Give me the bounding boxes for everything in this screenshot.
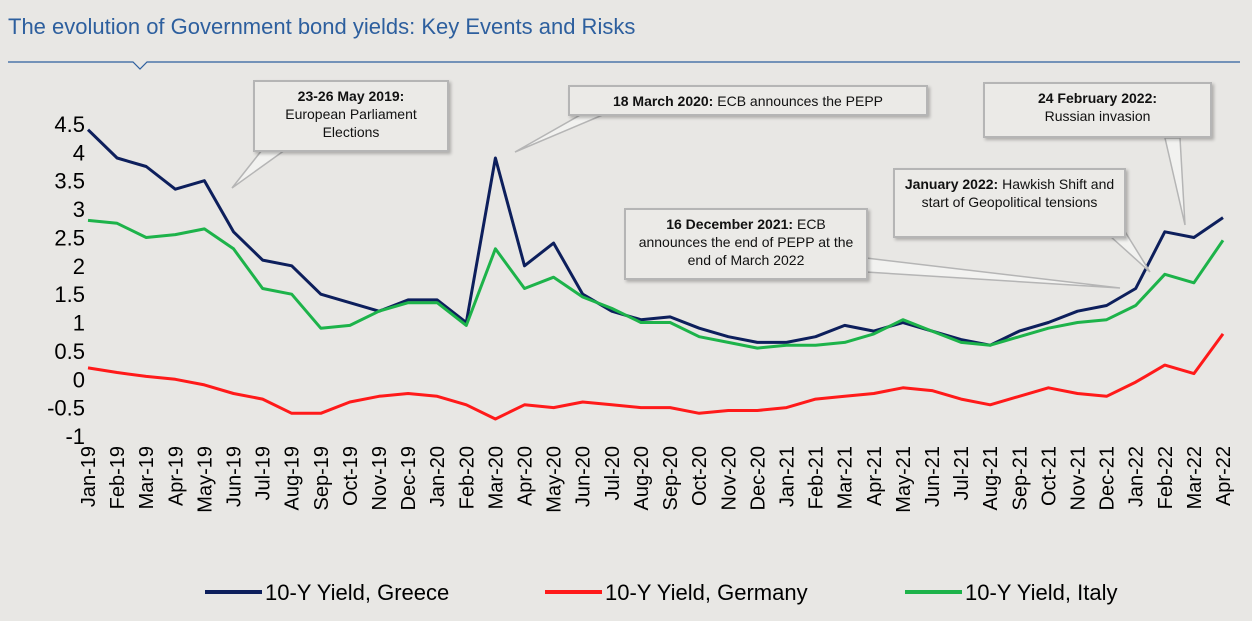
annotation-text: ECB announces the PEPP <box>717 93 884 109</box>
x-tick-label: Oct-21 <box>1038 446 1060 506</box>
x-tick-label: Jul-20 <box>602 446 624 500</box>
x-tick-label: Nov-20 <box>718 446 740 510</box>
x-tick-label: Dec-20 <box>747 446 769 510</box>
annotation-text: ECB announces the end of PEPP at the end… <box>638 216 854 268</box>
x-tick-label: Jan-19 <box>78 446 100 507</box>
annotation-bold: 18 March 2020: <box>612 93 714 109</box>
x-tick-label: Jun-21 <box>922 446 944 507</box>
pointer <box>231 149 288 189</box>
x-tick-label: Sep-19 <box>311 446 333 511</box>
pointer <box>514 113 606 153</box>
pointer <box>865 257 1121 289</box>
y-tick-label: 2.5 <box>54 225 85 250</box>
x-tick-label: Feb-20 <box>456 446 478 509</box>
annotation-text: Hawkish Shift and start of Geopolitical … <box>921 176 1115 210</box>
annotation-bold: January 2022: <box>904 176 999 192</box>
x-tick-label: Feb-22 <box>1155 446 1177 509</box>
x-tick-label: May-21 <box>893 446 915 513</box>
annotation: 23-26 May 2019: European Parliament Elect… <box>253 80 449 152</box>
x-tick-label: Nov-19 <box>369 446 391 510</box>
y-tick-label: 1 <box>73 311 85 336</box>
legend-label: 10-Y Yield, Greece <box>265 580 449 605</box>
x-tick-label: Mar-21 <box>835 446 857 509</box>
annotation-text: Russian invasion <box>1044 108 1151 124</box>
chart-title: The evolution of Government bond yields:… <box>8 14 636 39</box>
annotation: 16 December 2021: ECB announces the end … <box>624 208 868 280</box>
x-tick-label: Aug-21 <box>980 446 1002 511</box>
x-tick-label: Apr-19 <box>165 446 187 506</box>
x-tick-label: Aug-20 <box>631 446 653 511</box>
annotation: January 2022: Hawkish Shift and start of… <box>893 168 1126 238</box>
x-tick-label: Oct-19 <box>340 446 362 506</box>
x-tick-label: Jun-19 <box>224 446 246 507</box>
y-tick-label: 3.5 <box>54 169 85 194</box>
y-tick-label: 2 <box>73 254 85 279</box>
callout-pointers <box>231 113 1186 289</box>
y-tick-label: 3 <box>73 197 85 222</box>
annotation-bold: 16 December 2021: <box>666 216 794 232</box>
x-tick-label: Apr-21 <box>864 446 886 506</box>
x-tick-label: Jan-22 <box>1126 446 1148 507</box>
x-tick-label: Dec-19 <box>398 446 420 510</box>
y-tick-label: 0.5 <box>54 339 85 364</box>
x-tick-label: Sep-20 <box>660 446 682 511</box>
x-tick-label: Apr-20 <box>515 446 537 506</box>
y-tick-label: -0.5 <box>47 396 85 421</box>
x-tick-label: Oct-20 <box>689 446 711 506</box>
x-tick-label: Aug-19 <box>282 446 304 511</box>
x-tick-label: Jul-19 <box>253 446 275 500</box>
y-tick-label: 1.5 <box>54 282 85 307</box>
x-tick-label: Sep-21 <box>1009 446 1031 511</box>
series-line <box>87 333 1225 421</box>
annotation: 18 March 2020: ECB announces the PEPP <box>568 85 928 116</box>
x-tick-label: May-19 <box>194 446 216 513</box>
series-line <box>86 128 1224 347</box>
x-tick-label: Apr-22 <box>1213 446 1235 506</box>
annotation-text: European Parliament Elections <box>285 106 417 140</box>
y-tick-label: 0 <box>73 367 85 392</box>
series-line <box>87 218 1225 350</box>
x-tick-label: Mar-22 <box>1184 446 1206 509</box>
annotation: 24 February 2022: Russian invasion <box>983 82 1212 138</box>
y-tick-label: 4.5 <box>54 112 85 137</box>
x-tick-label: Feb-19 <box>107 446 129 509</box>
x-tick-label: Mar-20 <box>485 446 507 509</box>
x-tick-label: Jan-21 <box>776 446 798 507</box>
legend-label: 10-Y Yield, Italy <box>965 580 1117 605</box>
y-tick-label: 4 <box>73 140 85 165</box>
x-tick-label: Dec-21 <box>1097 446 1119 510</box>
legend-label: 10-Y Yield, Germany <box>605 580 808 605</box>
title-rule <box>8 61 1240 70</box>
x-tick-label: Nov-21 <box>1067 446 1089 510</box>
annotation-bold: 23-26 May 2019: <box>297 88 405 104</box>
x-tick-label: Jun-20 <box>573 446 595 507</box>
x-tick-label: Mar-19 <box>136 446 158 509</box>
x-tick-label: Feb-21 <box>806 446 828 509</box>
annotation-bold: 24 February 2022: <box>1037 90 1158 106</box>
y-tick-label: -1 <box>65 424 85 449</box>
x-tick-label: Jul-21 <box>951 446 973 500</box>
x-tick-label: Jan-20 <box>427 446 449 507</box>
pointer <box>1164 137 1186 226</box>
x-tick-label: May-20 <box>544 446 566 513</box>
